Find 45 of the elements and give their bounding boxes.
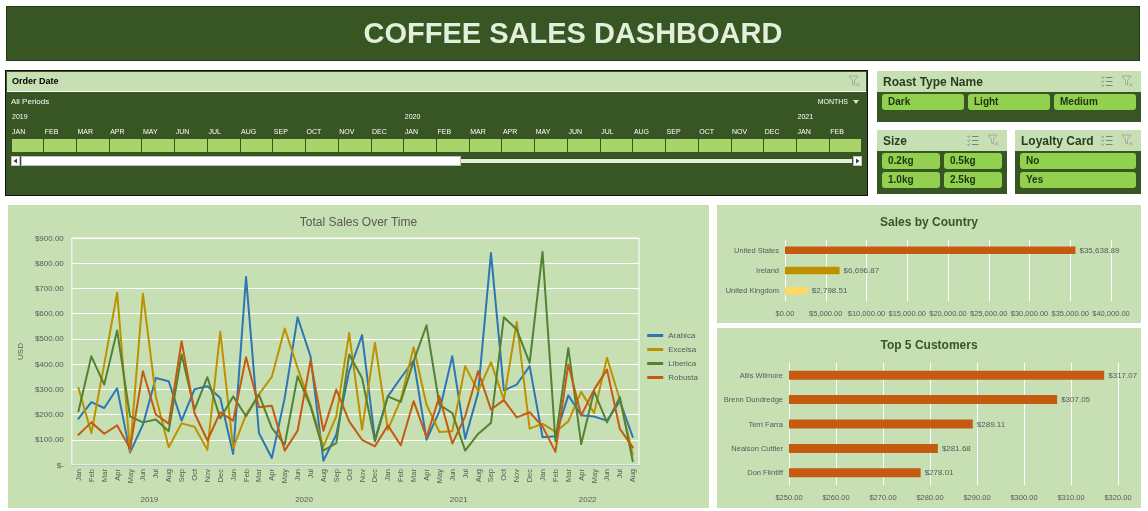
legend-label: Robusta (668, 373, 699, 382)
data-label: $289.11 (976, 419, 1006, 429)
legend-label: Arabica (668, 331, 696, 340)
legend-label: Excelsa (668, 345, 697, 354)
x2-tick-label: 2022 (578, 494, 598, 504)
y-tick-label: $100.00 (34, 435, 65, 445)
y-tick-label: $900.00 (34, 233, 65, 243)
filter-button: Yes (1020, 172, 1136, 188)
filter-button: 0.5kg (944, 153, 1002, 169)
y-tick-label: $400.00 (34, 359, 65, 369)
data-label: $6,696.87 (843, 266, 880, 275)
data-label: $281.68 (941, 443, 972, 453)
data-label: $317.07 (1108, 370, 1138, 380)
y-tick-label: $500.00 (34, 334, 65, 344)
chart-title: Top 5 Customers (880, 338, 978, 352)
x2-tick-label: 2020 (295, 494, 314, 504)
text: Loyalty Card (1021, 134, 1094, 148)
text: Order Date (12, 76, 59, 86)
y-axis-title: USD (15, 342, 25, 360)
chart-title: Total Sales Over Time (299, 215, 418, 229)
text: Roast Type Name (883, 75, 983, 89)
data-label: $35,638.89 (1079, 245, 1121, 255)
x2-tick-label: 2021 (449, 494, 469, 504)
filter-button: Dark (882, 94, 964, 110)
y-tick-label: $- (56, 460, 65, 470)
filter-button: 2.5kg (944, 172, 1002, 188)
y-tick-label: $300.00 (34, 384, 65, 394)
legend-label: Liberica (668, 359, 697, 368)
data-label: $307.05 (1061, 395, 1091, 405)
filter-button: Medium (1054, 94, 1136, 110)
filter-button: 0.2kg (882, 153, 940, 169)
y-tick-label: $800.00 (34, 258, 65, 268)
text: COFFEE SALES DASHBOARD (363, 17, 783, 50)
filter-button: Light (968, 94, 1050, 110)
data-label: $2,798.51 (811, 286, 848, 296)
y-tick-label: $700.00 (34, 283, 65, 293)
filter-button: 1.0kg (882, 172, 940, 188)
text: Size (883, 134, 908, 148)
data-label: $278.01 (924, 468, 955, 478)
chart-title: Sales by Country (879, 215, 979, 229)
x2-tick-label: 2019 (140, 494, 159, 504)
text: All Periods (11, 97, 50, 106)
filter-button: No (1020, 153, 1136, 169)
y-tick-label: $200.00 (34, 410, 65, 420)
y-tick-label: $600.00 (34, 309, 65, 319)
